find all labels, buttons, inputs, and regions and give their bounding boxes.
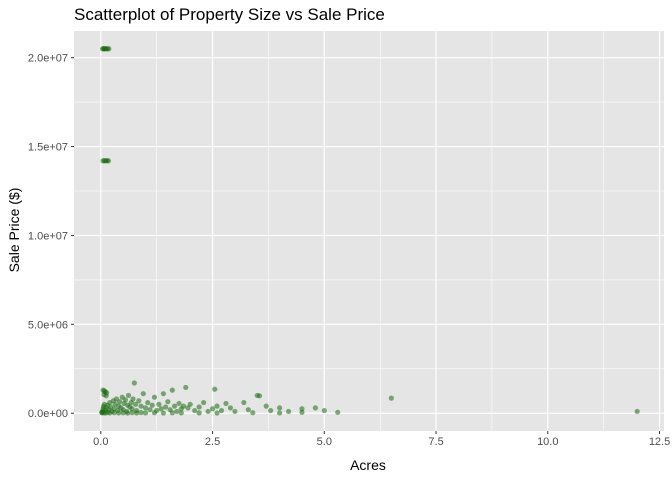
- data-point: [174, 408, 180, 415]
- data-point: [120, 410, 126, 416]
- data-point: [223, 400, 229, 407]
- y-tick-label: 1.0e+07: [28, 230, 68, 242]
- x-tick-label: 2.5: [205, 436, 220, 448]
- data-point: [187, 401, 193, 407]
- data-point: [205, 408, 211, 415]
- x-tick-label: 12.5: [649, 436, 670, 448]
- data-point: [142, 410, 149, 416]
- data-point: [201, 399, 207, 406]
- plot-panel: [74, 31, 664, 431]
- data-point: [125, 410, 131, 416]
- data-point: [212, 386, 218, 392]
- x-tick-label: 0.0: [93, 436, 108, 448]
- y-tick-label: 5.0e+06: [28, 319, 68, 331]
- x-tick-label: 7.5: [428, 436, 443, 448]
- data-point: [106, 46, 112, 52]
- data-point: [129, 410, 135, 416]
- data-point: [160, 391, 166, 397]
- data-point: [285, 408, 292, 415]
- x-tick-label: 5.0: [317, 436, 332, 448]
- data-point: [165, 399, 171, 405]
- data-point: [136, 398, 142, 404]
- data-point: [111, 410, 117, 416]
- data-point: [214, 410, 220, 416]
- data-point: [142, 405, 149, 411]
- data-point: [107, 410, 113, 416]
- data-point: [256, 393, 263, 399]
- data-point: [299, 409, 305, 415]
- data-point: [125, 392, 132, 399]
- data-point: [277, 405, 283, 411]
- y-tick-label: 1.5e+07: [28, 142, 68, 154]
- data-point: [183, 384, 189, 391]
- data-point: [241, 399, 247, 406]
- data-point: [227, 405, 234, 411]
- y-axis: 0.0e+00 5.0e+06 1.0e+07 1.5e+07 2.0e+07: [28, 53, 74, 420]
- x-tick-label: 10.0: [537, 436, 558, 448]
- data-point: [129, 406, 135, 412]
- data-point: [131, 380, 137, 386]
- data-point: [116, 410, 122, 416]
- data-point: [250, 410, 256, 416]
- data-point: [163, 404, 169, 410]
- data-point: [122, 397, 129, 403]
- data-point: [263, 403, 269, 409]
- data-point: [209, 406, 216, 412]
- data-point: [169, 410, 175, 416]
- data-point: [245, 407, 251, 413]
- data-point: [196, 410, 202, 416]
- data-point: [192, 407, 198, 414]
- data-point: [138, 409, 144, 416]
- data-point: [171, 403, 178, 409]
- data-point: [138, 403, 144, 409]
- data-point: [151, 410, 158, 416]
- data-point: [103, 393, 109, 399]
- data-point: [196, 404, 202, 410]
- data-point: [116, 399, 123, 405]
- data-point: [335, 409, 341, 415]
- data-point: [299, 406, 305, 412]
- x-axis-title: Acres: [350, 457, 386, 473]
- data-point: [176, 400, 182, 407]
- data-point: [388, 395, 394, 401]
- data-point: [268, 407, 274, 414]
- data-point: [232, 408, 238, 415]
- data-point: [105, 158, 112, 164]
- data-point: [133, 410, 140, 416]
- data-point: [158, 406, 164, 412]
- y-tick-label: 0.0e+00: [28, 408, 68, 420]
- data-point: [133, 401, 139, 407]
- grid-lines: [74, 31, 664, 431]
- data-points: [99, 46, 640, 416]
- data-point: [180, 403, 187, 409]
- data-point: [145, 399, 151, 406]
- data-point: [149, 402, 155, 408]
- data-point: [214, 403, 220, 409]
- x-axis: 0.0 2.5 5.0 7.5 10.0 12.5: [93, 431, 670, 448]
- data-point: [140, 391, 146, 397]
- y-tick-label: 2.0e+07: [28, 53, 68, 65]
- data-point: [277, 410, 283, 416]
- data-point: [130, 396, 136, 402]
- data-point: [634, 408, 640, 415]
- data-point: [178, 410, 184, 416]
- data-point: [169, 387, 175, 393]
- y-axis-title: Sale Price ($): [6, 188, 22, 273]
- data-point: [156, 401, 162, 407]
- data-point: [151, 394, 158, 400]
- data-point: [160, 410, 166, 416]
- data-point: [218, 407, 225, 414]
- data-point: [312, 405, 318, 411]
- chart-title: Scatterplot of Property Size vs Sale Pri…: [74, 5, 385, 24]
- data-point: [147, 407, 153, 413]
- data-point: [321, 407, 327, 414]
